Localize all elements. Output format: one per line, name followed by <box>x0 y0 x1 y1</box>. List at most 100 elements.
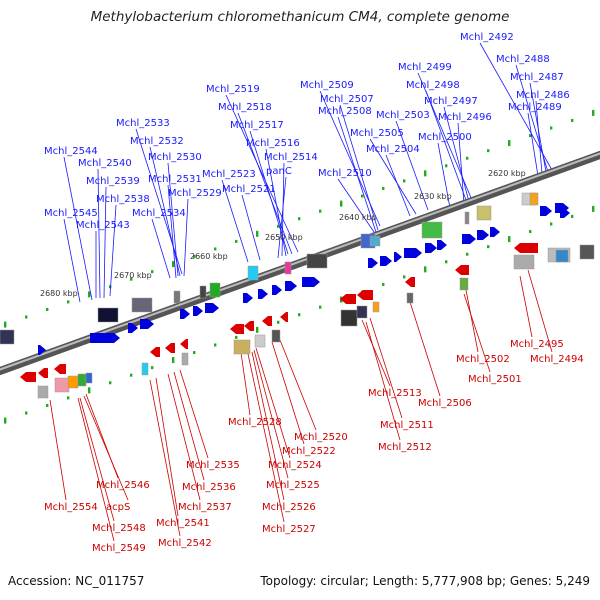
reverse-gene-arrow <box>165 343 175 353</box>
reverse-gene-label: Mchl_2506 <box>418 398 472 409</box>
track-tick <box>109 381 112 385</box>
reverse-gene-arrow <box>150 347 160 357</box>
leader-line <box>221 179 249 263</box>
track-tick <box>25 315 28 319</box>
feature-box <box>459 277 469 291</box>
reverse-gene-arrow <box>262 316 272 326</box>
leader-line <box>79 397 115 522</box>
leader-line <box>239 345 251 416</box>
leader-line <box>385 154 411 217</box>
leader-line <box>247 353 285 523</box>
track-tick <box>67 300 70 304</box>
forward-gene-arrow <box>540 206 552 216</box>
track-tick <box>445 260 448 264</box>
leader-line <box>339 104 379 231</box>
forward-gene-label: Mchl_2507 <box>320 94 374 105</box>
track-tick <box>193 255 196 259</box>
leader-line <box>361 319 391 387</box>
forward-gene-label: Mchl_2530 <box>148 152 202 163</box>
reverse-gene-label: Mchl_2541 <box>156 518 210 529</box>
forward-gene-arrow <box>380 256 392 266</box>
track-tick <box>487 149 490 153</box>
forward-gene-arrow <box>560 208 570 218</box>
forward-gene-label: Mchl_2505 <box>350 128 404 139</box>
forward-gene-arrow <box>140 319 154 329</box>
leader-line <box>173 371 205 481</box>
leader-line <box>49 399 67 501</box>
track-tick <box>235 335 238 339</box>
feature-box <box>131 297 153 313</box>
track-tick <box>466 252 469 256</box>
forward-gene-label: Mchl_2544 <box>44 146 98 157</box>
track-tick <box>508 236 511 243</box>
forward-gene-label: Mchl_2517 <box>230 120 284 131</box>
leader-line <box>463 293 491 373</box>
track-tick <box>193 351 196 355</box>
reverse-gene-label: Mchl_2542 <box>158 538 212 549</box>
track-tick <box>172 261 175 268</box>
reverse-gene-arrow <box>405 277 415 287</box>
forward-gene-arrow <box>302 277 320 287</box>
reverse-gene-label: Mchl_2526 <box>262 502 316 513</box>
track-tick <box>151 366 154 370</box>
leader-line <box>241 194 261 261</box>
track-tick <box>277 320 280 324</box>
track-tick <box>361 194 364 198</box>
forward-gene-arrow <box>193 306 203 316</box>
leader-line <box>527 112 539 177</box>
genome-summary: Topology: circular; Length: 5,777,908 bp… <box>260 574 590 588</box>
leader-line <box>437 142 451 209</box>
feature-box <box>476 205 492 221</box>
leader-line <box>337 178 375 233</box>
reverse-gene-label: Mchl_2527 <box>262 524 316 535</box>
track-tick <box>550 222 553 226</box>
leader-line <box>63 156 93 301</box>
forward-gene-label: panC <box>266 166 292 177</box>
forward-gene-arrow <box>394 252 402 262</box>
track-tick <box>487 245 490 249</box>
track-tick <box>277 224 280 228</box>
track-tick <box>529 134 532 138</box>
forward-gene-label: Mchl_2543 <box>76 220 130 231</box>
kbp-ticks <box>4 109 595 424</box>
track-tick <box>550 126 553 130</box>
feature-box <box>284 261 292 275</box>
reverse-gene-arrow <box>180 339 188 349</box>
track-tick <box>130 373 133 377</box>
reverse-gene-arrow <box>455 265 469 275</box>
track-tick <box>172 357 175 364</box>
leader-line <box>253 349 289 479</box>
kbp-tick-label: 2640 kbp <box>339 213 377 222</box>
forward-gene-arrow <box>38 345 46 355</box>
track-tick <box>130 277 133 281</box>
kbp-tick-label: 2620 kbp <box>488 169 526 178</box>
reverse-gene-label: Mchl_2535 <box>186 460 240 471</box>
feature-box <box>247 265 259 281</box>
feature-box <box>340 309 358 327</box>
reverse-gene-label: Mchl_2495 <box>510 339 564 350</box>
track-tick <box>529 230 532 234</box>
kbp-tick-label: 2650 kbp <box>265 233 303 242</box>
forward-gene-label: Mchl_2538 <box>96 194 150 205</box>
track-tick <box>319 209 322 213</box>
leader-line <box>109 204 117 297</box>
feature-box <box>209 282 221 298</box>
forward-gene-arrow <box>285 281 297 291</box>
feature-box <box>555 249 569 263</box>
forward-gene-label: Mchl_2486 <box>516 90 570 101</box>
leader-line <box>369 138 417 215</box>
leader-line <box>443 106 469 199</box>
forward-gene-arrow <box>180 309 190 319</box>
forward-gene-arrow <box>490 227 500 237</box>
feature-box <box>181 352 189 366</box>
reverse-gene-arrow <box>340 294 356 304</box>
forward-gene-arrow <box>425 243 437 253</box>
track-tick <box>571 118 574 122</box>
forward-gene-label: Mchl_2508 <box>318 106 372 117</box>
leader-line <box>155 377 179 517</box>
feature-box <box>97 307 119 323</box>
feature-box <box>254 334 266 348</box>
reverse-gene-label: Mchl_2512 <box>378 442 432 453</box>
leader-line <box>151 218 171 279</box>
